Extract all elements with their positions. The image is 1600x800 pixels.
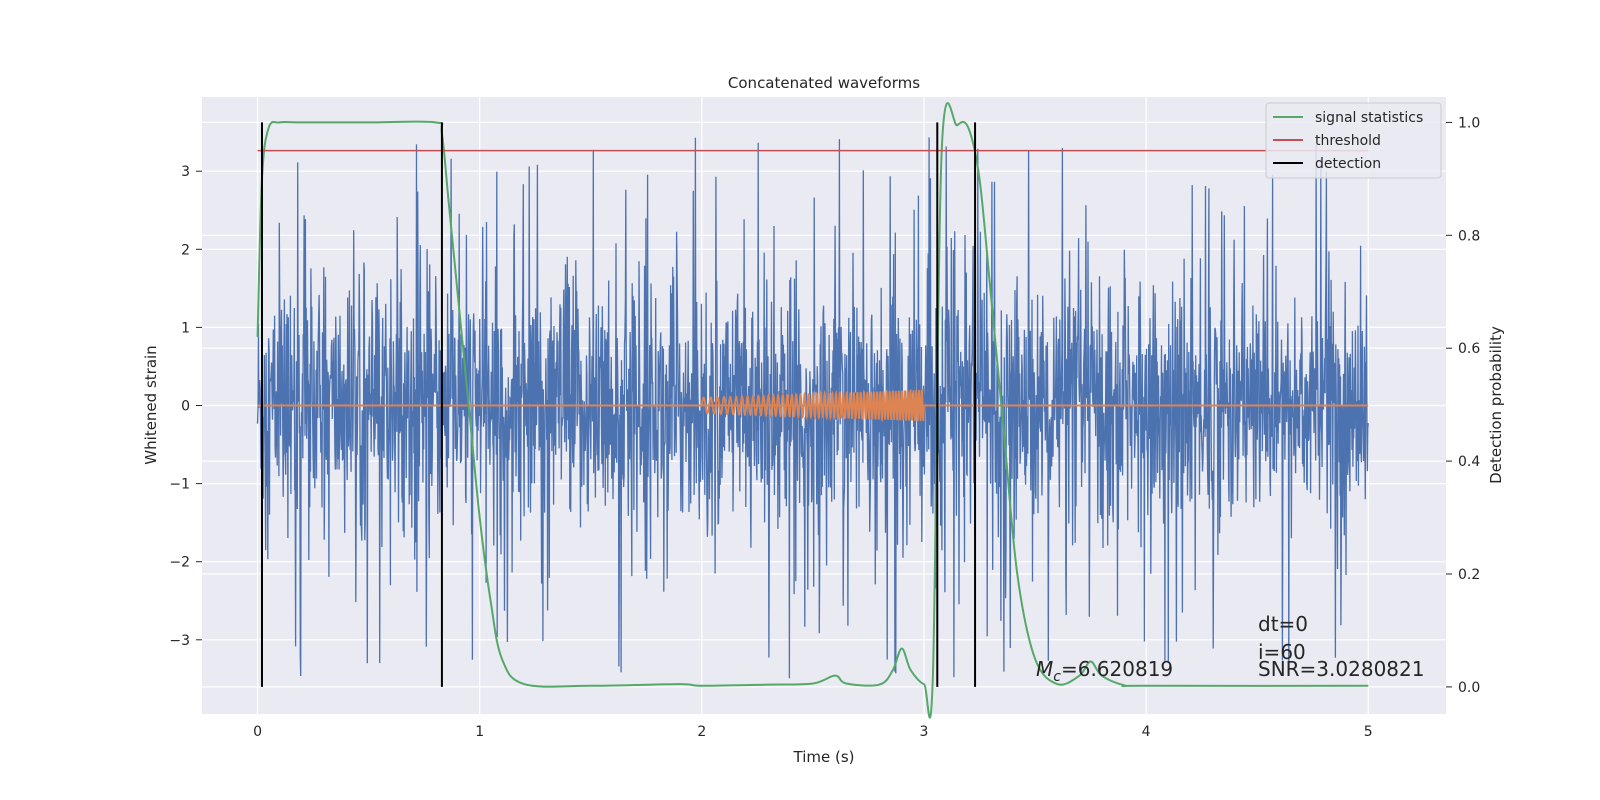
signal-statistics-layer (256, 102, 1369, 719)
i-annotation: i=60 (1258, 640, 1306, 664)
snr-annotation: SNR=3.0280821 (1258, 657, 1424, 681)
right-y-tick-label: 0.8 (1458, 228, 1480, 244)
y-tick-label: −2 (169, 555, 190, 571)
x-tick-label: 0 (253, 724, 262, 740)
legend-box (1265, 102, 1442, 179)
legend: signal statistics threshold detection (1265, 102, 1442, 179)
y-tick-label: 3 (181, 164, 190, 180)
chart-title: Concatenated waveforms (728, 74, 920, 92)
x-tick-label: 5 (1364, 724, 1373, 740)
template-chirp (700, 388, 925, 423)
y-tick-label: 0 (181, 399, 190, 415)
mc-value: =6.620819 (1061, 657, 1173, 681)
right-y-tick-label: 0.6 (1458, 341, 1480, 357)
y-axis-ticks: −3 −2 −1 0 1 2 3 (169, 164, 202, 649)
right-y-tick-label: 1.0 (1458, 115, 1480, 131)
x-tick-label: 4 (1142, 724, 1151, 740)
right-y-axis-ticks: 0.0 0.2 0.4 0.6 0.8 1.0 (1446, 115, 1480, 696)
x-axis-label: Time (s) (793, 748, 855, 766)
dt-annotation: dt=0 (1258, 612, 1308, 636)
right-y-tick-label: 0.0 (1458, 680, 1480, 696)
y-tick-label: −1 (169, 477, 190, 493)
detection-lines (260, 122, 977, 687)
right-y-axis-label: Detection probability (1487, 326, 1505, 484)
y-axis-label: Whitened strain (142, 345, 160, 464)
mc-subscript: c (1053, 669, 1061, 685)
x-tick-label: 2 (697, 724, 706, 740)
right-y-tick-label: 0.2 (1458, 567, 1480, 583)
right-y-tick-label: 0.4 (1458, 454, 1480, 470)
x-tick-label: 1 (475, 724, 484, 740)
y-tick-label: 1 (181, 320, 190, 336)
mc-annotation: Mc=6.620819 (1036, 657, 1173, 685)
y-tick-label: −3 (169, 633, 190, 649)
y-tick-label: 2 (181, 242, 190, 258)
mc-symbol: M (1036, 657, 1053, 681)
legend-label-threshold: threshold (1315, 133, 1381, 149)
x-tick-label: 3 (920, 724, 929, 740)
legend-label-signal-statistics: signal statistics (1315, 110, 1423, 126)
signal-statistics-line (256, 102, 1369, 719)
legend-label-detection: detection (1315, 156, 1381, 172)
x-axis-ticks: 0 1 2 3 4 5 (253, 724, 1373, 740)
